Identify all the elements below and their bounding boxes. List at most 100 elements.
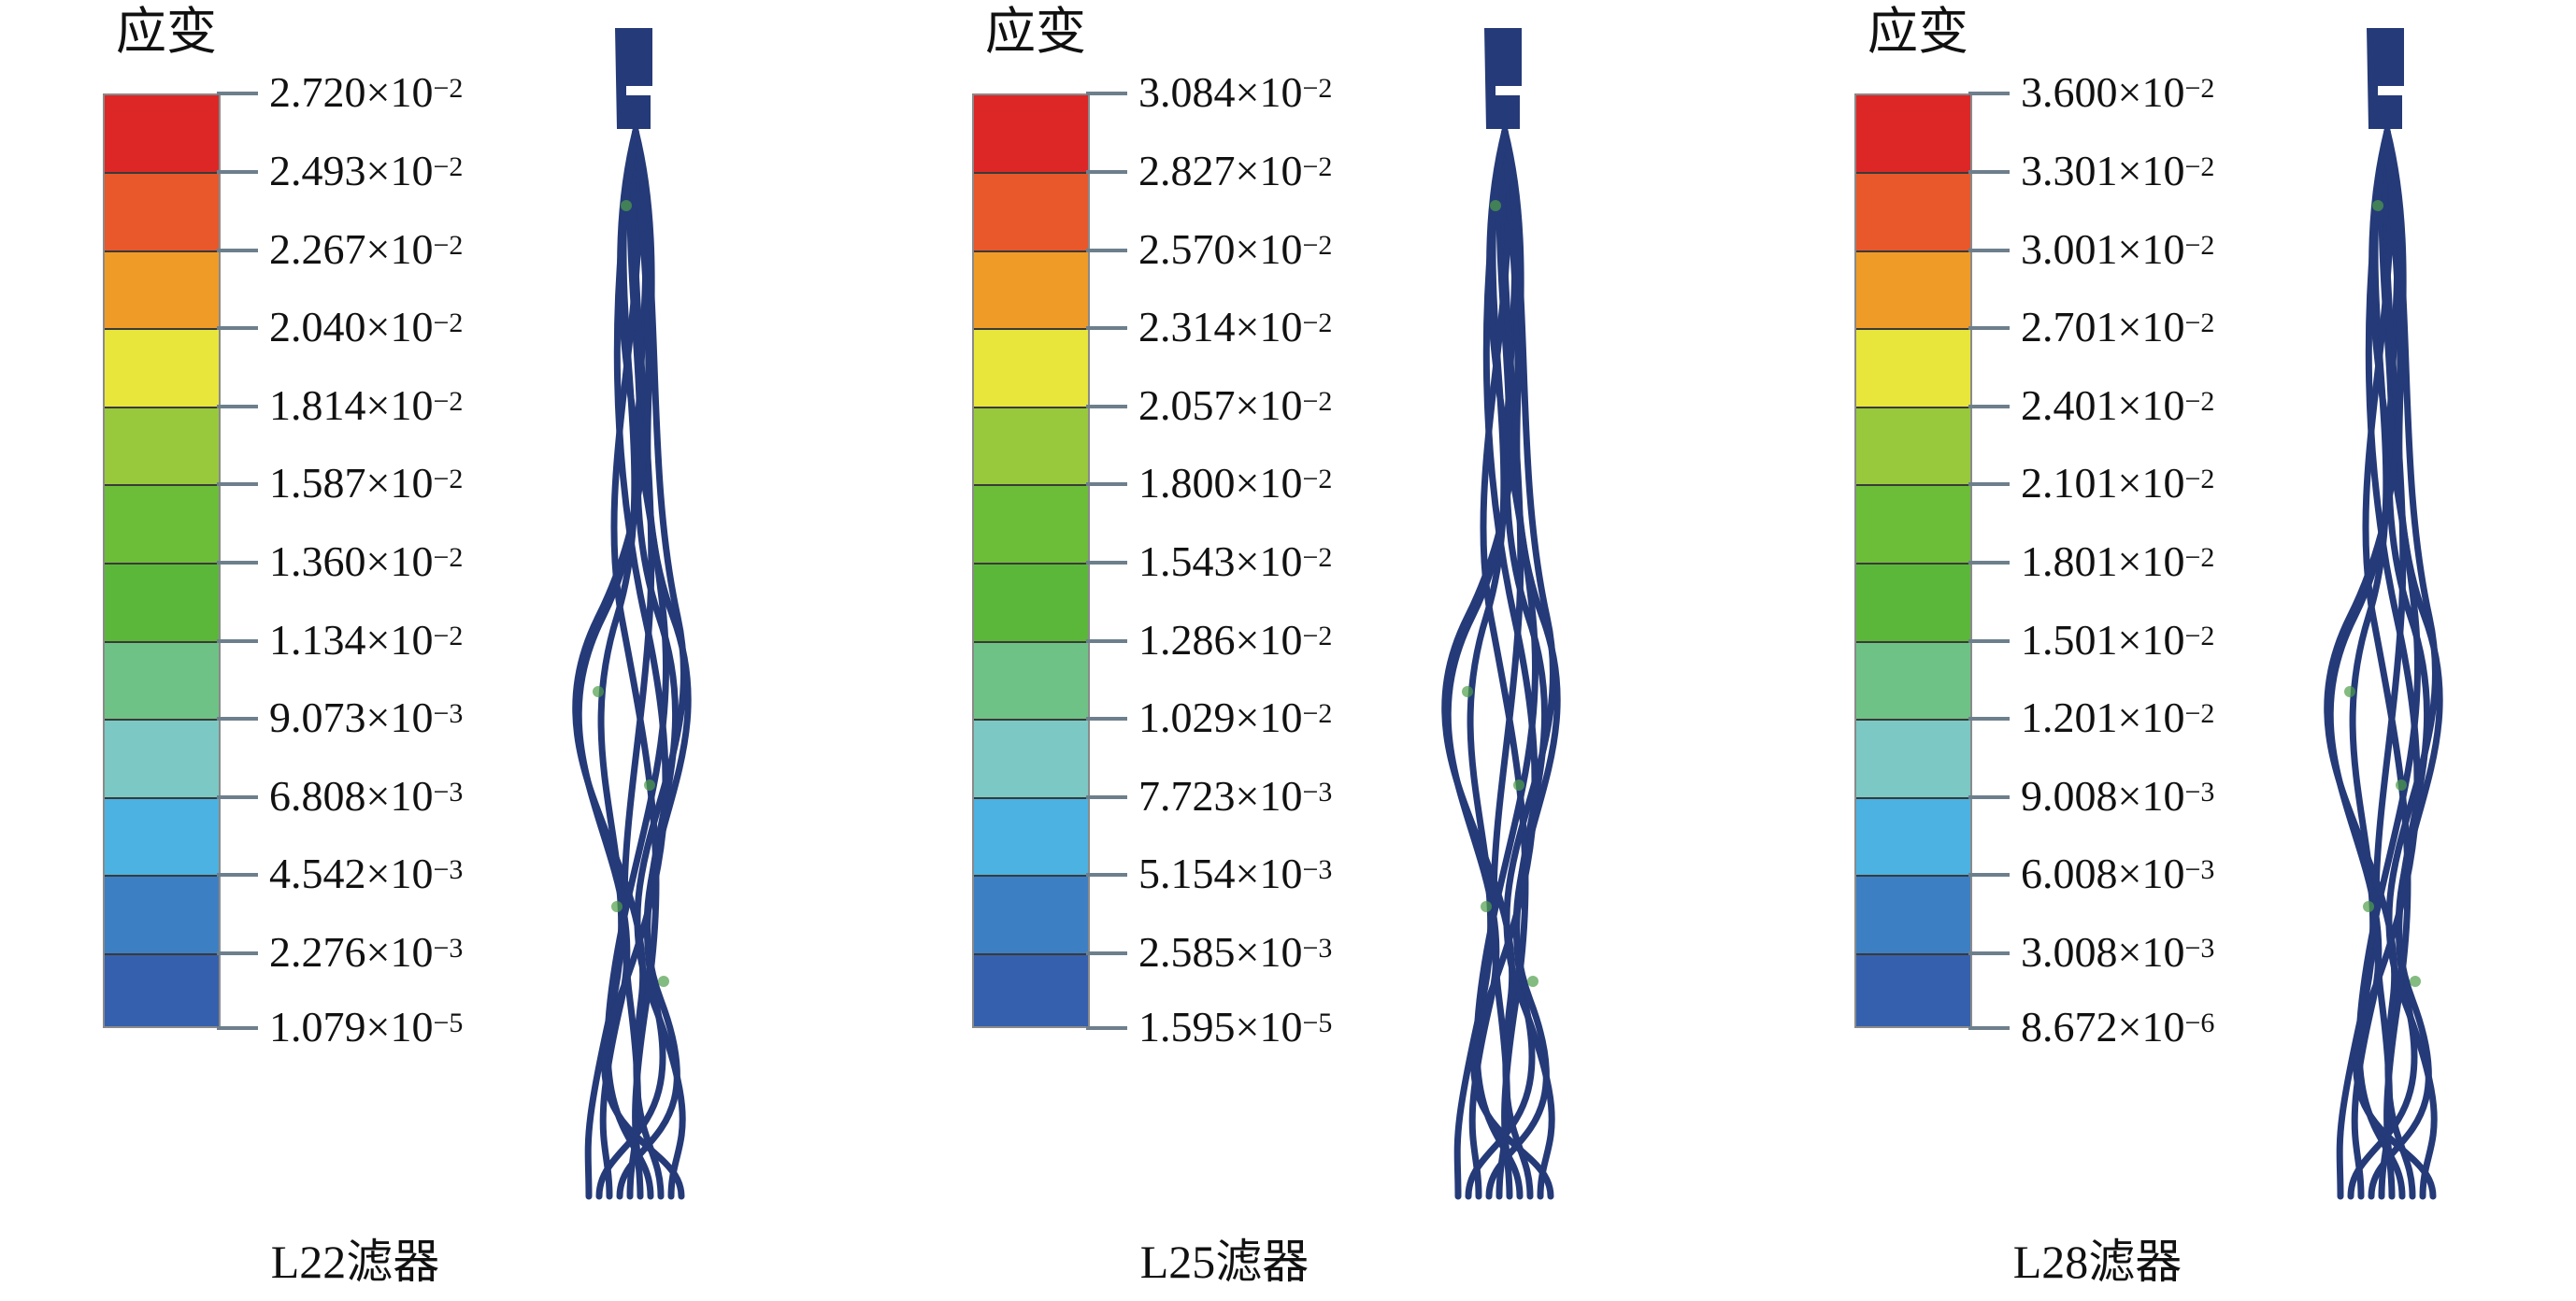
scale-tick bbox=[1968, 482, 2010, 486]
scale-tick bbox=[1086, 405, 1127, 408]
scale-label: 1.079×10−5 bbox=[269, 1003, 464, 1051]
color-band bbox=[1856, 643, 1970, 721]
scale-tick bbox=[217, 92, 258, 95]
scale-label: 2.314×10−2 bbox=[1138, 303, 1333, 350]
color-band bbox=[974, 330, 1088, 408]
scale-label: 3.301×10−2 bbox=[2021, 147, 2215, 194]
scale-label: 7.723×10−3 bbox=[1138, 772, 1333, 820]
color-band bbox=[1856, 877, 1970, 955]
scale-tick bbox=[1968, 249, 2010, 252]
scale-tick bbox=[1968, 405, 2010, 408]
strain-highlight bbox=[621, 200, 632, 211]
strain-highlight bbox=[611, 901, 623, 912]
strain-highlight bbox=[2372, 200, 2383, 211]
color-band bbox=[1856, 721, 1970, 799]
strain-highlight bbox=[2363, 901, 2374, 912]
color-band bbox=[105, 408, 219, 486]
scale-tick bbox=[217, 170, 258, 174]
scale-tick bbox=[217, 639, 258, 643]
color-band bbox=[974, 643, 1088, 721]
scale-tick bbox=[1968, 92, 2010, 95]
scale-tick bbox=[1086, 92, 1127, 95]
scale-label: 6.008×10−3 bbox=[2021, 850, 2215, 897]
scale-label: 1.814×10−2 bbox=[269, 381, 464, 429]
scale-label: 2.401×10−2 bbox=[2021, 381, 2215, 429]
scale-tick bbox=[217, 795, 258, 799]
scale-tick bbox=[217, 1026, 258, 1030]
scale-tick bbox=[1086, 170, 1127, 174]
filter-wire bbox=[632, 127, 688, 1200]
scale-label: 4.542×10−3 bbox=[269, 850, 464, 897]
scale-tick bbox=[1086, 639, 1127, 643]
color-band bbox=[974, 799, 1088, 877]
strain-highlight bbox=[1481, 901, 1492, 912]
scale-tick bbox=[1968, 717, 2010, 721]
filter-hook bbox=[615, 28, 652, 129]
strain-highlight bbox=[658, 976, 669, 987]
color-band bbox=[1856, 330, 1970, 408]
scale-tick bbox=[1086, 249, 1127, 252]
filter-model bbox=[2324, 28, 2443, 1200]
filter-wire bbox=[610, 127, 660, 1200]
scale-tick bbox=[217, 482, 258, 486]
filter-wire bbox=[2324, 127, 2416, 1200]
scale-label: 8.672×10−6 bbox=[2021, 1003, 2215, 1051]
scale-label: 3.600×10−2 bbox=[2021, 68, 2215, 116]
scale-label: 2.701×10−2 bbox=[2021, 303, 2215, 350]
scale-label: 1.286×10−2 bbox=[1138, 616, 1333, 664]
color-scale-bar bbox=[1854, 93, 1972, 1028]
color-band bbox=[1856, 799, 1970, 877]
filter-hook bbox=[2367, 28, 2404, 129]
scale-label: 2.276×10−3 bbox=[269, 928, 464, 976]
color-band bbox=[974, 877, 1088, 955]
scale-tick bbox=[1968, 795, 2010, 799]
color-band bbox=[1856, 955, 1970, 1026]
scale-tick bbox=[1968, 170, 2010, 174]
scale-tick bbox=[1968, 1026, 2010, 1030]
scale-label: 3.008×10−3 bbox=[2021, 928, 2215, 976]
strain-highlight bbox=[1513, 779, 1524, 791]
color-band bbox=[105, 252, 219, 330]
scale-label: 6.808×10−3 bbox=[269, 772, 464, 820]
color-band bbox=[974, 95, 1088, 174]
color-band bbox=[974, 252, 1088, 330]
strain-highlight bbox=[1527, 976, 1538, 987]
legend-title: 应变 bbox=[985, 4, 1086, 60]
filter-wire bbox=[2383, 127, 2440, 1200]
scale-label: 1.134×10−2 bbox=[269, 616, 464, 664]
scale-tick bbox=[1968, 951, 2010, 955]
color-band bbox=[105, 799, 219, 877]
scale-label: 1.595×10−5 bbox=[1138, 1003, 1333, 1051]
scale-label: 2.720×10−2 bbox=[269, 68, 464, 116]
filter-wire bbox=[601, 127, 685, 1200]
scale-label: 2.585×10−3 bbox=[1138, 928, 1333, 976]
strain-highlight bbox=[1490, 200, 1501, 211]
scale-tick bbox=[1968, 873, 2010, 877]
scale-tick bbox=[1086, 561, 1127, 565]
strain-highlight bbox=[2410, 976, 2421, 987]
filter-caption: L28滤器 bbox=[2012, 1236, 2182, 1288]
color-scale-bar bbox=[972, 93, 1090, 1028]
strain-highlight bbox=[644, 779, 655, 791]
color-band bbox=[105, 95, 219, 174]
scale-label: 1.360×10−2 bbox=[269, 537, 464, 585]
filter-model bbox=[572, 28, 692, 1200]
color-scale-bar bbox=[103, 93, 221, 1028]
color-band bbox=[105, 877, 219, 955]
color-band bbox=[105, 330, 219, 408]
color-band bbox=[105, 643, 219, 721]
scale-tick bbox=[217, 405, 258, 408]
color-band bbox=[1856, 95, 1970, 174]
filter-wire bbox=[1501, 127, 1557, 1200]
filter-wire bbox=[2353, 127, 2437, 1200]
scale-label: 1.800×10−2 bbox=[1138, 459, 1333, 507]
scale-label: 5.154×10−3 bbox=[1138, 850, 1333, 897]
scale-label: 9.008×10−3 bbox=[2021, 772, 2215, 820]
scale-label: 1.543×10−2 bbox=[1138, 537, 1333, 585]
color-band bbox=[105, 721, 219, 799]
filter-wire bbox=[572, 127, 665, 1200]
scale-tick bbox=[217, 326, 258, 330]
filter-wire bbox=[2362, 127, 2411, 1200]
scale-label: 3.084×10−2 bbox=[1138, 68, 1333, 116]
scale-label: 1.587×10−2 bbox=[269, 459, 464, 507]
